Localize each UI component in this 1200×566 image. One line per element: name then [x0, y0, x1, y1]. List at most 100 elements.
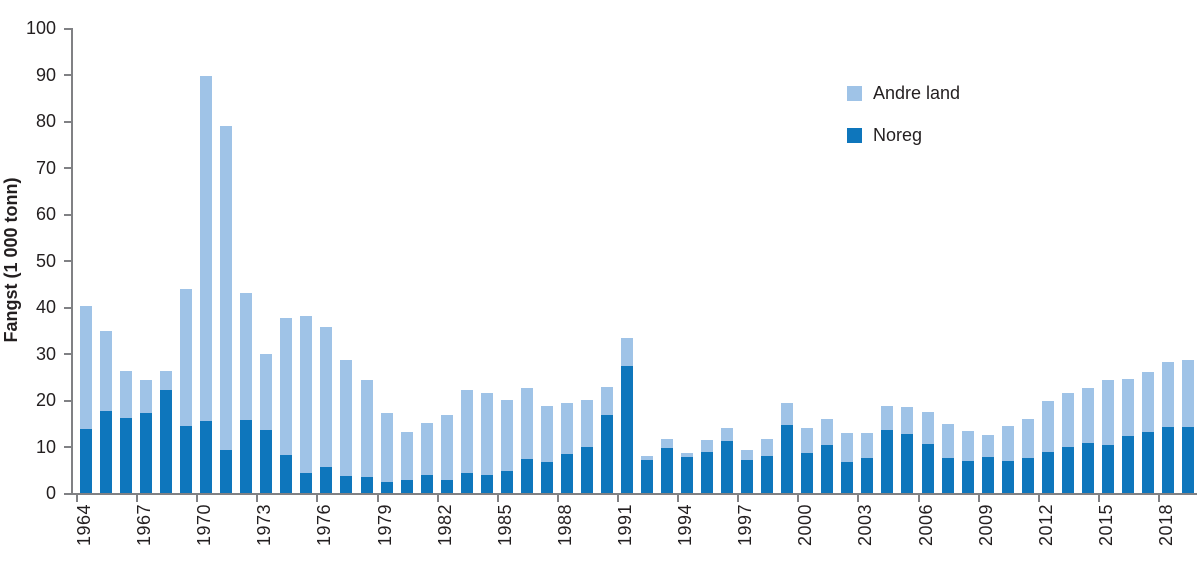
bar-andre-land-2010	[1001, 425, 1014, 461]
bar-andre-land-1968	[160, 371, 173, 391]
bar-noreg-2003	[861, 457, 874, 493]
bar-andre-land-1993	[661, 438, 674, 448]
x-tick-mark	[76, 495, 78, 502]
bar-noreg-1995	[701, 451, 714, 493]
y-tick-label: 90	[35, 64, 56, 85]
bar-andre-land-1995	[701, 440, 714, 452]
bar-noreg-1964	[80, 428, 92, 493]
x-tick-mark	[1097, 495, 1100, 502]
x-tick-label-text: 2018	[1155, 504, 1176, 547]
bar-noreg-1988	[560, 453, 573, 493]
x-tick-mark	[797, 495, 800, 502]
x-tick-label: 1988	[555, 504, 575, 564]
bar-noreg-1977	[340, 476, 353, 493]
bar-andre-land-2013	[1061, 392, 1074, 448]
bar-andre-land-1977	[340, 360, 353, 477]
bar-andre-land-1990	[600, 386, 613, 416]
bar-noreg-1983	[460, 472, 473, 493]
bar-andre-land-1965	[100, 331, 113, 412]
x-tick-label-text: 1985	[494, 504, 515, 547]
y-tick-mark	[64, 27, 71, 30]
bar-noreg-1989	[580, 446, 593, 493]
bar-noreg-1990	[600, 415, 613, 493]
x-tick-label-text: 2003	[855, 504, 876, 547]
bar-andre-land-1983	[460, 390, 473, 473]
bar-noreg-1982	[440, 480, 453, 493]
bar-andre-land-2014	[1081, 387, 1094, 443]
y-tick-label: 100	[25, 18, 56, 38]
bar-andre-land-1978	[360, 379, 373, 478]
y-tick-label: 50	[35, 250, 56, 271]
bar-noreg-2015	[1101, 445, 1114, 493]
bar-andre-land-1999	[781, 403, 794, 426]
bar-noreg-2002	[841, 462, 854, 493]
x-tick-mark	[1157, 495, 1160, 502]
bar-andre-land-1988	[560, 403, 573, 454]
bar-noreg-1997	[741, 460, 754, 493]
bar-noreg-2018	[1161, 426, 1174, 493]
x-tick-label: 1982	[435, 504, 455, 564]
bar-noreg-2001	[821, 444, 834, 493]
x-tick-label: 1985	[495, 504, 515, 564]
bar-andre-land-1975	[300, 315, 313, 473]
bar-noreg-1971	[220, 449, 233, 493]
x-tick-label: 1967	[134, 504, 154, 564]
x-tick-label-text: 1976	[314, 504, 335, 547]
x-tick-label: 1964	[74, 504, 94, 564]
bar-noreg-2000	[801, 453, 814, 493]
bar-noreg-1965	[100, 411, 113, 493]
x-tick-label-text: 1991	[614, 504, 635, 547]
y-tick-label: 30	[35, 343, 56, 364]
bar-noreg-1973	[260, 429, 273, 493]
x-tick-label-text: 1994	[675, 504, 696, 547]
bar-noreg-2014	[1081, 442, 1094, 493]
x-tick-label-text: 2009	[975, 504, 996, 547]
x-tick-mark	[977, 495, 980, 502]
bar-andre-land-1985	[500, 400, 513, 471]
bar-noreg-2010	[1001, 460, 1014, 493]
bar-andre-land-1973	[260, 353, 273, 430]
bar-andre-land-1967	[140, 380, 153, 413]
x-tick-label-text: 1964	[74, 504, 94, 547]
bar-andre-land-1986	[520, 387, 533, 459]
y-tick-mark	[64, 446, 71, 448]
bar-andre-land-1991	[620, 338, 633, 366]
bar-andre-land-1971	[220, 125, 233, 450]
bar-noreg-2006	[921, 443, 934, 493]
bar-andre-land-1969	[180, 289, 193, 426]
y-tick-label: 60	[35, 204, 56, 224]
bar-andre-land-2015	[1101, 380, 1114, 446]
y-axis-line	[71, 28, 73, 495]
bar-noreg-1967	[140, 412, 153, 493]
bar-noreg-1970	[200, 420, 213, 493]
bar-noreg-2008	[961, 461, 974, 493]
x-tick-label-text: 2000	[795, 504, 816, 547]
bar-noreg-2013	[1061, 447, 1074, 493]
bar-noreg-1968	[160, 390, 173, 493]
bar-noreg-1999	[781, 425, 794, 493]
x-tick-label: 1991	[615, 504, 635, 564]
x-tick-label: 2003	[855, 504, 875, 564]
x-tick-label: 1970	[194, 504, 214, 564]
y-tick-mark	[64, 492, 71, 495]
x-tick-label: 2018	[1156, 504, 1176, 564]
y-tick-label: 20	[35, 390, 56, 410]
y-tick-mark	[64, 74, 71, 76]
bar-andre-land-1981	[420, 422, 433, 475]
x-tick-label: 2015	[1096, 504, 1116, 564]
legend-swatch-andre-land	[847, 86, 862, 101]
x-tick-label-text: 1997	[735, 504, 756, 547]
bar-noreg-2009	[981, 456, 994, 493]
x-tick-label: 1997	[735, 504, 755, 564]
y-tick-mark	[64, 213, 71, 216]
x-tick-label: 1979	[375, 504, 395, 564]
legend-label: Noreg	[873, 125, 923, 145]
bar-noreg-1975	[300, 473, 313, 493]
bar-andre-land-2008	[961, 430, 974, 462]
x-tick-mark	[136, 495, 139, 502]
bar-noreg-1994	[681, 457, 694, 493]
x-tick-label: 2012	[1036, 504, 1056, 564]
bar-andre-land-1996	[721, 428, 734, 442]
bar-noreg-2004	[881, 430, 894, 493]
bar-noreg-1996	[721, 441, 734, 493]
